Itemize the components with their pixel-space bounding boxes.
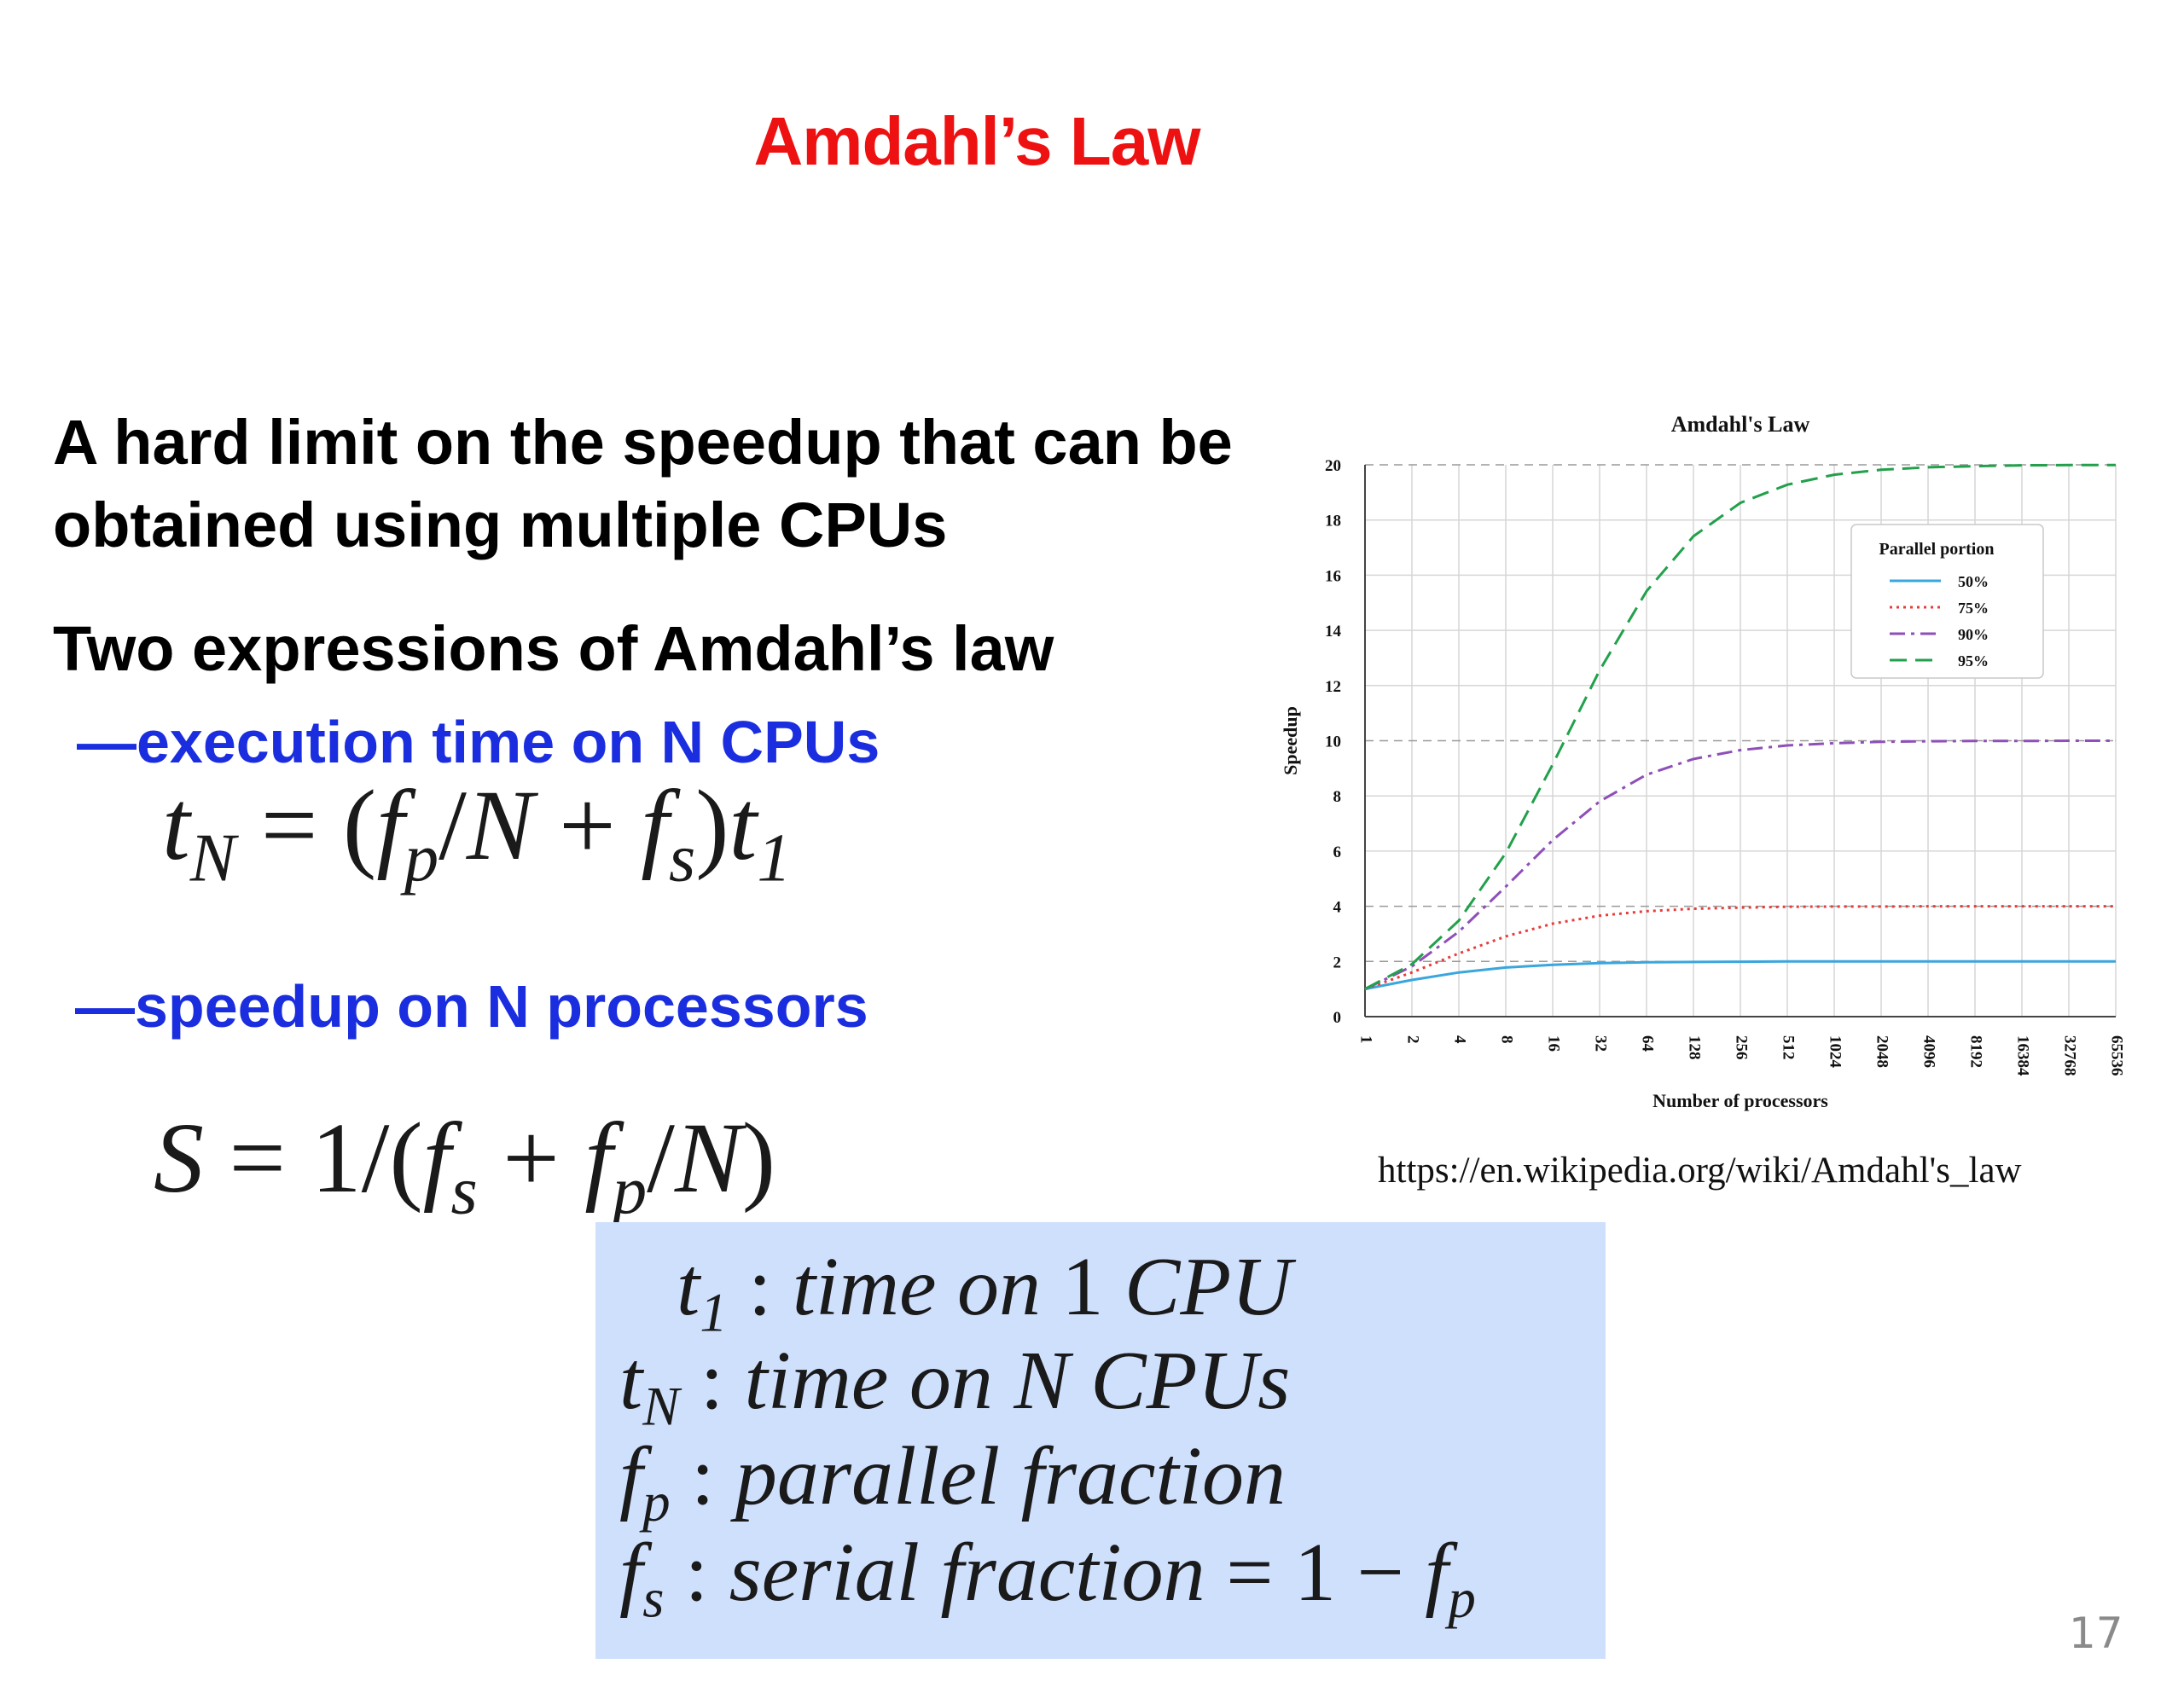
- subheading-execution-time: —execution time on N CPUs: [77, 709, 880, 775]
- subheading-speedup: —speedup on N processors: [75, 973, 868, 1040]
- x-tick-label: 16384: [2014, 1035, 2032, 1076]
- x-axis-label: Number of processors: [1653, 1090, 1828, 1111]
- y-tick-label: 8: [1333, 788, 1342, 806]
- slide-title: Amdahl’s Law: [753, 103, 1201, 179]
- legend-label: 50%: [1958, 573, 1989, 590]
- speedup-equation: S = 1/(fs + fp/N): [154, 1102, 775, 1229]
- x-tick-label: 2: [1404, 1035, 1422, 1044]
- series-line-50pct: [1364, 959, 2116, 991]
- x-tick-label: 2048: [1873, 1035, 1891, 1068]
- y-tick-label: 20: [1325, 457, 1341, 475]
- x-tick-label: 32: [1592, 1035, 1610, 1052]
- x-tick-label: 32768: [2061, 1035, 2079, 1076]
- y-axis-label: Speedup: [1280, 706, 1301, 775]
- y-tick-label: 14: [1325, 623, 1342, 641]
- y-tick-label: 6: [1333, 844, 1342, 861]
- y-tick-label: 18: [1325, 513, 1341, 530]
- x-tick-label: 1024: [1827, 1035, 1844, 1069]
- y-tick-label: 4: [1333, 899, 1342, 917]
- chart-title: Amdahl's Law: [1671, 412, 1810, 437]
- definitions-box: t1 : time on 1 CPU tN : time on N CPUs f…: [595, 1222, 1606, 1659]
- x-tick-label: 256: [1733, 1035, 1751, 1060]
- x-tick-label: 512: [1780, 1035, 1798, 1060]
- x-tick-label: 8192: [1967, 1035, 1985, 1068]
- definition-fp: fp : parallel fraction: [619, 1430, 1286, 1533]
- x-tick-label: 8: [1498, 1035, 1516, 1044]
- definition-t1: t1 : time on 1 CPU: [677, 1241, 1292, 1343]
- legend-title: Parallel portion: [1879, 540, 1995, 559]
- y-tick-label: 10: [1325, 733, 1341, 751]
- execution-time-equation: tN = (fp/N + fs)t1: [162, 769, 792, 896]
- series-line-90pct: [1364, 739, 2116, 990]
- x-tick-label: 4: [1451, 1035, 1469, 1044]
- bullet-two-expressions: Two expressions of Amdahl’s law: [53, 613, 1054, 684]
- source-link[interactable]: https://en.wikipedia.org/wiki/Amdahl's_l…: [1378, 1151, 2022, 1191]
- y-tick-label: 0: [1333, 1009, 1342, 1027]
- x-tick-label: 4096: [1920, 1035, 1938, 1068]
- definition-fs: fs : serial fraction = 1 − fp: [619, 1527, 1476, 1629]
- legend-label: 90%: [1958, 626, 1989, 643]
- legend-label: 95%: [1958, 652, 1989, 670]
- definition-tn: tN : time on N CPUs: [619, 1335, 1291, 1437]
- legend-box: [1850, 524, 2044, 679]
- x-tick-label: 1: [1357, 1035, 1375, 1044]
- amdahl-chart: Amdahl's Law 0 2 4 6 8 10 12 14 16 18 20 1 2 4 8 16 32 64 1…: [1263, 401, 2150, 1134]
- page-number: 17: [2069, 1609, 2123, 1658]
- y-tick-label: 16: [1325, 567, 1341, 585]
- y-tick-label: 12: [1325, 678, 1341, 696]
- legend-label: 75%: [1958, 600, 1989, 617]
- x-tick-label: 65536: [2108, 1035, 2126, 1076]
- y-tick-label: 2: [1333, 954, 1342, 971]
- series-line-95pct: [1364, 463, 2116, 990]
- x-tick-label: 16: [1545, 1035, 1563, 1052]
- x-tick-label: 64: [1639, 1035, 1657, 1052]
- x-tick-label: 128: [1686, 1035, 1704, 1060]
- bullet-hard-limit: A hard limit on the speedup that can be …: [53, 407, 1233, 560]
